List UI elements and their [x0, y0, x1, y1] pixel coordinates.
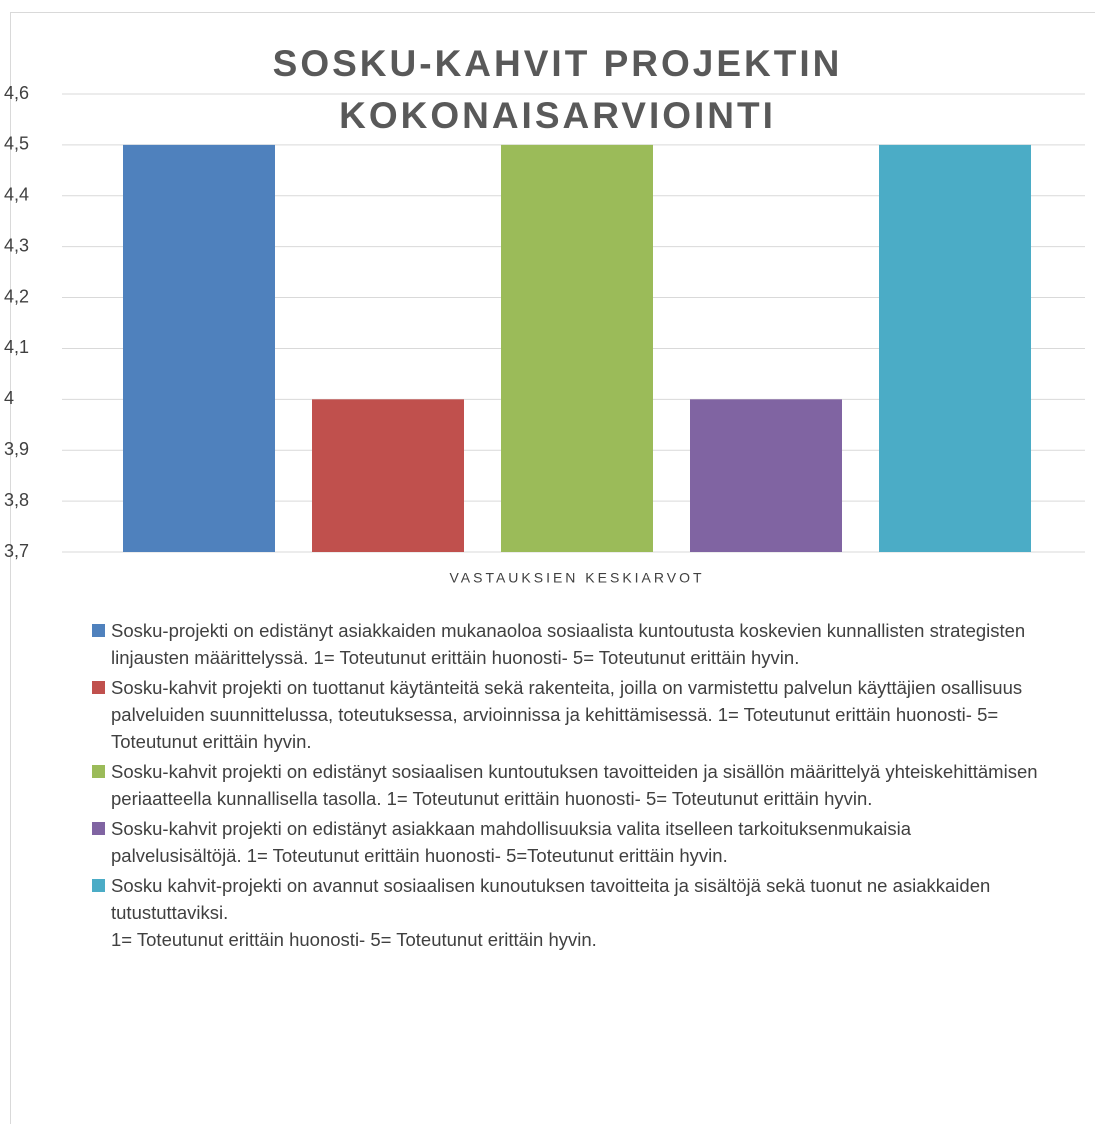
legend-swatch	[92, 681, 105, 694]
y-tick-label: 4,5	[4, 134, 29, 154]
y-tick-label: 3,8	[4, 490, 29, 510]
y-tick-label: 3,9	[4, 439, 29, 459]
legend-item: Sosku-kahvit projekti on edistänyt asiak…	[92, 815, 1042, 869]
legend: Sosku-projekti on edistänyt asiakkaiden …	[92, 617, 1042, 956]
y-tick-label: 4,4	[4, 185, 29, 205]
y-tick-label: 4	[4, 388, 14, 408]
y-tick-label: 4,3	[4, 235, 29, 255]
legend-label: Sosku-projekti on edistänyt asiakkaiden …	[111, 620, 1026, 668]
bar	[879, 144, 1031, 552]
legend-swatch	[92, 879, 105, 892]
legend-item: Sosku-kahvit projekti on edistänyt sosia…	[92, 758, 1042, 812]
legend-swatch	[92, 822, 105, 835]
bar	[312, 399, 464, 552]
y-tick-label: 3,7	[4, 541, 29, 561]
bar	[690, 399, 842, 552]
bar	[123, 144, 275, 552]
y-tick-label: 4,2	[4, 286, 29, 306]
legend-item: Sosku-projekti on edistänyt asiakkaiden …	[92, 617, 1042, 671]
legend-label: Sosku-kahvit projekti on edistänyt sosia…	[111, 761, 1038, 809]
legend-label: Sosku-kahvit projekti on edistänyt asiak…	[111, 818, 912, 866]
bar	[501, 144, 653, 552]
legend-item: Sosku-kahvit projekti on tuottanut käytä…	[92, 674, 1042, 755]
legend-item: Sosku kahvit-projekti on avannut sosiaal…	[92, 872, 1042, 953]
chart-title: SOSKU-KAHVIT PROJEKTIN KOKONAISARVIOINTI	[272, 43, 843, 136]
legend-swatch	[92, 765, 105, 778]
legend-swatch	[92, 624, 105, 637]
legend-label: Sosku-kahvit projekti on tuottanut käytä…	[111, 677, 1023, 752]
y-tick-label: 4,1	[4, 337, 29, 357]
legend-label: Sosku kahvit-projekti on avannut sosiaal…	[111, 875, 991, 950]
y-tick-label: 4,6	[4, 83, 29, 103]
x-tick-label: VASTAUKSIEN KESKIARVOT	[449, 570, 704, 586]
chart-border	[10, 12, 1095, 1124]
